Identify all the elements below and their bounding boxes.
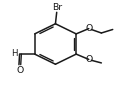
Text: H: H (11, 49, 18, 58)
Text: O: O (85, 55, 92, 64)
Text: O: O (85, 24, 92, 33)
Text: O: O (16, 66, 23, 75)
Text: Br: Br (52, 3, 62, 12)
